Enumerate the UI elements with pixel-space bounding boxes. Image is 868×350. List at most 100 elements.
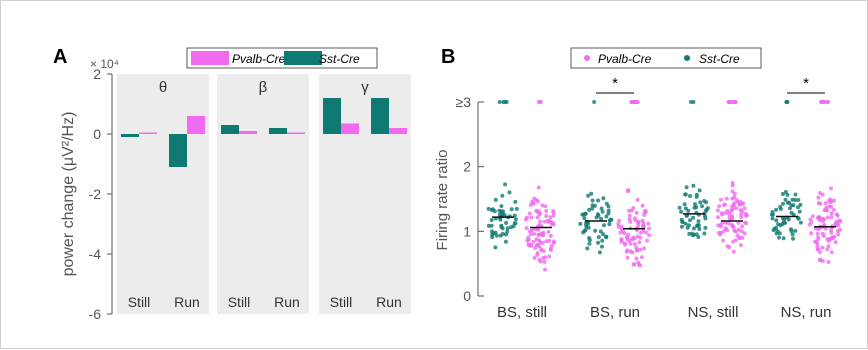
data-point-sst-cre (697, 188, 702, 193)
data-point-pvalb-cre (542, 219, 547, 224)
data-point-pvalb-cre (536, 185, 541, 190)
data-point-sst-cre (793, 228, 798, 233)
data-point-sst-cre (500, 193, 505, 198)
data-point-sst-cre (770, 210, 775, 214)
category-label: NS, run (781, 304, 832, 321)
data-point-pvalb-cre (731, 249, 736, 254)
data-point-sst-cre (587, 207, 592, 212)
data-point-pvalb-cre (624, 249, 629, 254)
band-panel-1 (217, 74, 309, 314)
data-point-sst-cre (791, 236, 795, 241)
data-point-pvalb-cre (829, 199, 834, 204)
bar-sst-cre (269, 128, 287, 134)
data-point-sst-cre (598, 229, 603, 234)
data-point-pvalb-cre (631, 100, 636, 104)
data-point-sst-cre (596, 198, 601, 203)
data-point-sst-cre (604, 214, 609, 219)
data-point-sst-cre (595, 212, 600, 217)
data-point-sst-cre (597, 250, 602, 255)
data-point-pvalb-cre (619, 227, 624, 231)
data-point-pvalb-cre (724, 196, 729, 201)
data-point-pvalb-cre (527, 211, 532, 216)
data-point-pvalb-cre (721, 238, 726, 243)
data-point-pvalb-cre (826, 260, 831, 264)
data-point-pvalb-cre (736, 220, 741, 225)
data-point-sst-cre (582, 212, 586, 217)
data-point-pvalb-cre (537, 238, 541, 243)
bar-sst-cre (121, 134, 139, 137)
data-point-pvalb-cre (640, 203, 645, 208)
band-label: γ (361, 79, 369, 96)
data-point-sst-cre (503, 239, 508, 244)
data-point-pvalb-cre (818, 250, 822, 255)
data-point-pvalb-cre (809, 231, 814, 236)
data-point-pvalb-cre (540, 241, 545, 245)
condition-label: Still (330, 294, 353, 310)
data-point-pvalb-cre (718, 224, 723, 229)
data-point-pvalb-cre (829, 186, 833, 191)
data-point-sst-cre (505, 226, 510, 231)
data-point-sst-cre (684, 185, 689, 190)
data-point-sst-cre (490, 235, 495, 240)
data-point-pvalb-cre (825, 100, 830, 104)
data-point-sst-cre (498, 217, 503, 222)
data-point-sst-cre (694, 205, 699, 210)
data-point-sst-cre (590, 206, 595, 211)
data-point-pvalb-cre (715, 208, 720, 213)
data-point-sst-cre (503, 182, 508, 187)
legend-box (186, 47, 378, 69)
data-point-pvalb-cre (551, 209, 556, 214)
y-tick-label: ≥3 (456, 94, 472, 110)
data-point-pvalb-cre (544, 239, 549, 244)
data-point-pvalb-cre (533, 246, 538, 250)
data-point-pvalb-cre (543, 204, 548, 209)
data-point-pvalb-cre (528, 232, 533, 237)
bar-pvalb-cre (389, 128, 407, 134)
data-point-sst-cre (785, 192, 790, 197)
data-point-pvalb-cre (641, 223, 645, 228)
data-point-pvalb-cre (641, 229, 646, 234)
data-point-pvalb-cre (729, 215, 734, 220)
data-point-sst-cre (781, 236, 786, 241)
band-label: θ (159, 79, 167, 96)
data-point-pvalb-cre (817, 218, 822, 223)
data-point-pvalb-cre (716, 215, 720, 220)
data-point-pvalb-cre (835, 221, 840, 226)
data-point-sst-cre (499, 224, 504, 229)
data-point-sst-cre (683, 206, 688, 211)
data-point-pvalb-cre (824, 205, 829, 210)
data-point-sst-cre (786, 217, 791, 222)
data-point-pvalb-cre (826, 244, 831, 249)
data-point-sst-cre (507, 190, 512, 195)
data-point-pvalb-cre (724, 227, 728, 232)
data-point-sst-cre (602, 223, 606, 228)
data-point-pvalb-cre (542, 259, 547, 264)
data-point-sst-cre (590, 198, 595, 203)
data-point-pvalb-cre (622, 241, 627, 246)
data-point-pvalb-cre (722, 203, 727, 208)
data-point-sst-cre (491, 231, 496, 236)
condition-label: Still (228, 294, 251, 310)
data-point-sst-cre (682, 202, 687, 207)
data-point-sst-cre (703, 214, 707, 219)
data-point-pvalb-cre (632, 242, 637, 246)
data-point-sst-cre (679, 209, 684, 214)
y-tick-label: 0 (463, 288, 471, 304)
data-point-pvalb-cre (540, 231, 545, 236)
band-label: β (259, 79, 268, 96)
data-point-sst-cre (789, 210, 794, 215)
data-point-sst-cre (704, 208, 709, 212)
data-point-sst-cre (774, 218, 779, 223)
legend-marker-sst (684, 55, 690, 61)
data-point-sst-cre (582, 216, 587, 221)
data-point-sst-cre (603, 234, 608, 239)
data-point-pvalb-cre (544, 214, 549, 218)
data-point-pvalb-cre (524, 226, 529, 231)
data-point-sst-cre (585, 246, 590, 251)
bar-sst-cre (371, 98, 389, 134)
data-point-pvalb-cre (525, 238, 530, 243)
data-point-pvalb-cre (637, 240, 642, 245)
data-point-sst-cre (774, 207, 779, 212)
data-point-pvalb-cre (742, 231, 747, 236)
data-point-pvalb-cre (628, 219, 633, 224)
